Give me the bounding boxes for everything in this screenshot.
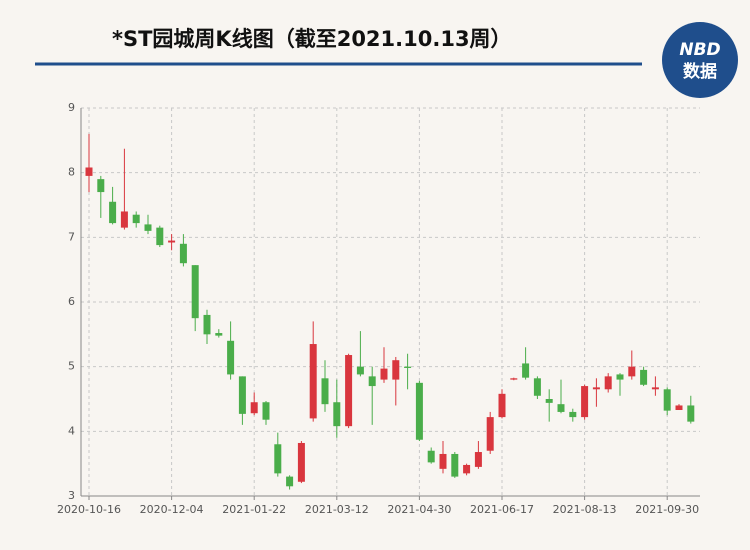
candle-body [203, 314, 211, 335]
logo-circle [662, 22, 738, 98]
candle-body [297, 442, 305, 482]
y-tick-label: 7 [68, 230, 75, 243]
x-tick-label: 2021-04-30 [387, 503, 451, 516]
logo-bottom: 数据 [683, 61, 717, 82]
candle-body [557, 404, 565, 412]
candle-body [581, 386, 589, 418]
candle-body [356, 366, 364, 375]
candle-body [250, 402, 258, 414]
logo-top: NBD [679, 40, 720, 60]
y-tick-label: 3 [68, 489, 75, 502]
candle-body [274, 444, 282, 474]
y-tick-label: 5 [68, 360, 75, 373]
candle-body [545, 399, 553, 403]
x-tick-label: 2021-08-13 [553, 503, 617, 516]
candle-body [132, 214, 140, 224]
candle-body [592, 387, 600, 390]
candle-body [215, 333, 223, 336]
x-tick-label: 2020-10-16 [57, 503, 121, 516]
candle-body [486, 417, 494, 451]
x-tick-label: 2020-12-04 [140, 503, 204, 516]
candle-body [380, 368, 388, 380]
candle-body [97, 179, 105, 193]
candle-body [85, 167, 93, 176]
candle-body [238, 376, 246, 414]
candle-body [144, 224, 152, 231]
candle-body [675, 405, 683, 410]
candle-body [510, 378, 518, 380]
y-tick-label: 4 [68, 424, 75, 437]
candle-body [640, 369, 648, 385]
candle-body [427, 450, 435, 463]
candle-body [227, 340, 235, 375]
candle-body [309, 344, 317, 419]
candle-body [451, 453, 459, 477]
candle-body [616, 374, 624, 380]
candle-body [286, 476, 294, 487]
candle-body [392, 360, 400, 380]
x-tick-label: 2021-06-17 [470, 503, 534, 516]
candle-body [687, 405, 695, 422]
candle-body [179, 243, 187, 264]
y-tick-label: 8 [68, 166, 75, 179]
candle-body [321, 378, 329, 405]
candle-body [533, 378, 541, 396]
x-tick-label: 2021-03-12 [305, 503, 369, 516]
candle-body [569, 411, 577, 418]
y-tick-label: 6 [68, 295, 75, 308]
candle-body [404, 366, 412, 368]
candle-body [156, 227, 164, 246]
candle-body [262, 402, 270, 420]
candle-body [368, 376, 376, 387]
candle-body [463, 464, 471, 474]
candle-body [109, 201, 117, 224]
chart-title: *ST园城周K线图（截至2021.10.13周） [112, 27, 512, 51]
candle-body [628, 366, 636, 377]
y-tick-label: 9 [68, 101, 75, 114]
candle-body [333, 402, 341, 427]
candle-body [651, 387, 659, 390]
candle-body [120, 211, 128, 228]
candle-body [474, 452, 482, 467]
candle-body [604, 376, 612, 390]
candle-body [439, 453, 447, 469]
x-tick-label: 2021-01-22 [222, 503, 286, 516]
candle-body [345, 355, 353, 427]
candle-body [498, 393, 506, 418]
candle-body [168, 240, 176, 243]
x-tick-label: 2021-09-30 [635, 503, 699, 516]
candle-body [522, 363, 530, 378]
candle-body [415, 382, 423, 440]
candle-body [191, 265, 199, 319]
candle-body [663, 389, 671, 411]
